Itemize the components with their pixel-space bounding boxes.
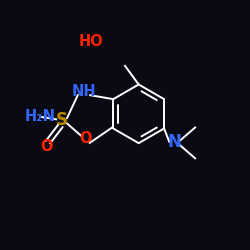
Text: O: O (40, 139, 53, 154)
Text: O: O (79, 131, 92, 146)
Text: H₂N: H₂N (24, 109, 55, 124)
Text: NH: NH (72, 84, 96, 99)
Text: S: S (56, 111, 68, 129)
Text: N: N (168, 134, 182, 152)
Text: HO: HO (79, 34, 104, 49)
